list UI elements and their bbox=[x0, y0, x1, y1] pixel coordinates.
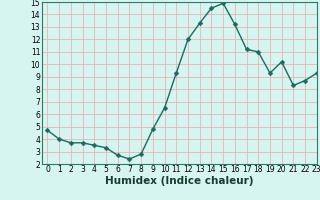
X-axis label: Humidex (Indice chaleur): Humidex (Indice chaleur) bbox=[105, 176, 253, 186]
